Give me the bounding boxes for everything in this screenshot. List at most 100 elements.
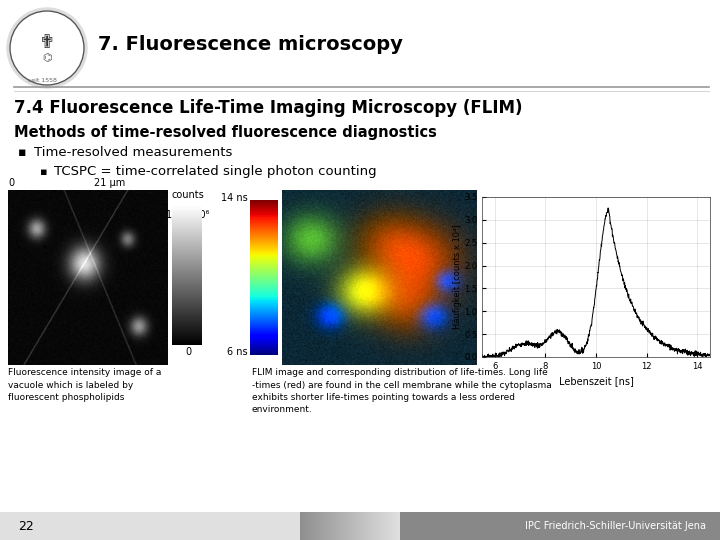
Bar bbox=[316, 512, 317, 540]
Bar bbox=[365, 512, 366, 540]
Bar bbox=[323, 512, 324, 540]
Bar bbox=[363, 512, 364, 540]
Bar bbox=[310, 512, 311, 540]
Bar bbox=[380, 512, 381, 540]
Text: TCSPC = time-correlated single photon counting: TCSPC = time-correlated single photon co… bbox=[54, 165, 377, 179]
Bar bbox=[357, 512, 358, 540]
Bar bbox=[327, 512, 328, 540]
Bar bbox=[381, 512, 382, 540]
Bar bbox=[353, 512, 354, 540]
Bar bbox=[366, 512, 367, 540]
Bar bbox=[308, 512, 309, 540]
Bar bbox=[377, 512, 378, 540]
Bar bbox=[382, 512, 383, 540]
Bar bbox=[305, 512, 306, 540]
Text: 22: 22 bbox=[18, 519, 34, 532]
Bar bbox=[371, 512, 372, 540]
Bar bbox=[398, 512, 399, 540]
Bar bbox=[306, 512, 307, 540]
Bar bbox=[344, 512, 345, 540]
Bar bbox=[329, 512, 330, 540]
Bar bbox=[332, 512, 333, 540]
Text: ▪: ▪ bbox=[18, 145, 27, 159]
Bar bbox=[362, 512, 363, 540]
Bar bbox=[391, 512, 392, 540]
Bar bbox=[309, 512, 310, 540]
Bar bbox=[338, 512, 339, 540]
Bar bbox=[346, 512, 347, 540]
Bar bbox=[385, 512, 386, 540]
Bar bbox=[396, 512, 397, 540]
Bar bbox=[372, 512, 373, 540]
Bar bbox=[339, 512, 340, 540]
Text: ▪: ▪ bbox=[40, 167, 48, 177]
Bar bbox=[361, 512, 362, 540]
Bar bbox=[330, 512, 331, 540]
Bar bbox=[355, 512, 356, 540]
Bar bbox=[351, 512, 352, 540]
Bar bbox=[393, 512, 394, 540]
X-axis label: Lebenszeit [ns]: Lebenszeit [ns] bbox=[559, 376, 634, 387]
Bar bbox=[358, 512, 359, 540]
Bar bbox=[313, 512, 314, 540]
Bar bbox=[320, 512, 321, 540]
Bar bbox=[345, 512, 346, 540]
Text: ⌬: ⌬ bbox=[42, 53, 52, 63]
Bar bbox=[354, 512, 355, 540]
Bar bbox=[347, 512, 348, 540]
Bar bbox=[331, 512, 332, 540]
Bar bbox=[356, 512, 357, 540]
Bar bbox=[321, 512, 322, 540]
Bar bbox=[375, 512, 376, 540]
Bar bbox=[376, 512, 377, 540]
Text: Time-resolved measurements: Time-resolved measurements bbox=[34, 145, 233, 159]
Text: 1.5 x 10⁶: 1.5 x 10⁶ bbox=[166, 210, 210, 220]
Text: 7.4 Fluorescence Life-Time Imaging Microscopy (FLIM): 7.4 Fluorescence Life-Time Imaging Micro… bbox=[14, 99, 523, 117]
Bar bbox=[304, 512, 305, 540]
Text: seit 1558: seit 1558 bbox=[28, 78, 57, 84]
Text: 7. Fluorescence microscopy: 7. Fluorescence microscopy bbox=[98, 36, 403, 55]
Circle shape bbox=[7, 8, 87, 88]
Bar bbox=[314, 512, 315, 540]
Bar bbox=[343, 512, 344, 540]
Bar bbox=[337, 512, 338, 540]
Bar bbox=[349, 512, 350, 540]
Text: FLIM image and corresponding distribution of life-times. Long life
-times (red) : FLIM image and corresponding distributio… bbox=[252, 368, 552, 415]
Bar bbox=[317, 512, 318, 540]
Bar bbox=[342, 512, 343, 540]
Bar bbox=[394, 512, 395, 540]
Bar bbox=[383, 512, 384, 540]
Bar bbox=[400, 512, 720, 540]
Bar bbox=[302, 512, 303, 540]
Bar bbox=[0, 512, 720, 540]
Text: 21 μm: 21 μm bbox=[94, 178, 125, 188]
Bar bbox=[300, 512, 301, 540]
Bar bbox=[370, 512, 371, 540]
Bar bbox=[348, 512, 349, 540]
Bar bbox=[341, 512, 342, 540]
Bar bbox=[315, 512, 316, 540]
Bar bbox=[311, 512, 312, 540]
Text: 6 ns: 6 ns bbox=[228, 347, 248, 357]
Bar bbox=[386, 512, 387, 540]
Bar bbox=[388, 512, 389, 540]
Y-axis label: Häufigkeit [counts x 10⁴]: Häufigkeit [counts x 10⁴] bbox=[454, 225, 462, 329]
Text: 0: 0 bbox=[8, 178, 14, 188]
Bar bbox=[397, 512, 398, 540]
Bar bbox=[322, 512, 323, 540]
Bar bbox=[328, 512, 329, 540]
Text: 14 ns: 14 ns bbox=[221, 193, 248, 203]
Bar bbox=[334, 512, 335, 540]
Bar bbox=[325, 512, 326, 540]
Bar bbox=[369, 512, 370, 540]
Bar bbox=[364, 512, 365, 540]
Bar bbox=[390, 512, 391, 540]
Text: Fluorescence intensity image of a
vacuole which is labeled by
fluorescent phosph: Fluorescence intensity image of a vacuol… bbox=[8, 368, 161, 402]
Bar bbox=[303, 512, 304, 540]
Bar bbox=[359, 512, 360, 540]
Bar bbox=[399, 512, 400, 540]
Bar bbox=[350, 512, 351, 540]
Text: counts: counts bbox=[171, 190, 204, 200]
Bar bbox=[379, 512, 380, 540]
Bar bbox=[336, 512, 337, 540]
